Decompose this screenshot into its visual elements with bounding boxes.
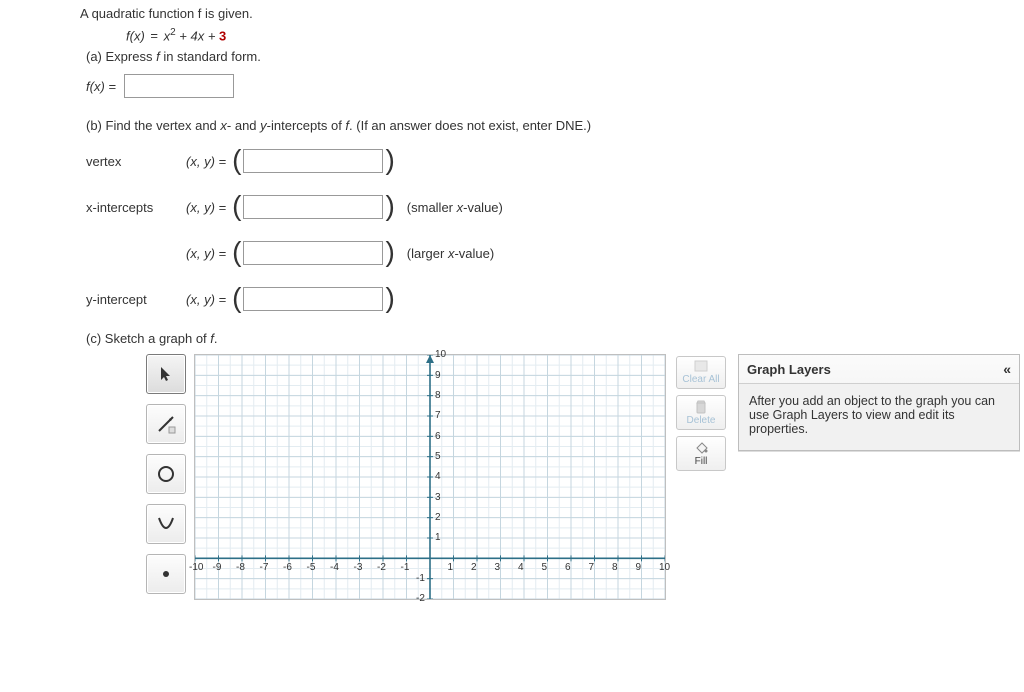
row-label: x-intercepts	[86, 200, 186, 215]
x-tick-label: 6	[565, 562, 571, 573]
row-label: vertex	[86, 154, 186, 169]
hint-text: (larger x-value)	[407, 246, 494, 261]
parabola-icon	[156, 514, 176, 534]
point-tool[interactable]	[146, 554, 186, 594]
x-tick-label: -6	[283, 562, 292, 573]
x-tick-label: 8	[612, 562, 618, 573]
layers-body: After you add an object to the graph you…	[739, 384, 1019, 450]
x-tick-label: -5	[307, 562, 316, 573]
graph-layers-panel: Graph Layers « After you add an object t…	[738, 354, 1020, 451]
y-tick-label: 5	[435, 451, 441, 462]
y-tick-label: 10	[435, 349, 446, 360]
standard-form-input[interactable]	[124, 74, 234, 98]
x-tick-label: -10	[189, 562, 203, 573]
hint-text: (smaller x-value)	[407, 200, 503, 215]
graph-canvas[interactable]: -10-9-8-7-6-5-4-3-2-11234567891012345678…	[194, 354, 666, 600]
y-tick-label: 8	[435, 390, 441, 401]
y-tick-label: 6	[435, 431, 441, 442]
pointer-tool[interactable]	[146, 354, 186, 394]
part-b-prompt: (b) Find the vertex and x- and y-interce…	[86, 118, 1024, 133]
y-tick-label: -2	[416, 593, 425, 604]
clear-all-button[interactable]: Clear All	[676, 356, 726, 389]
x-tick-label: 7	[589, 562, 595, 573]
fill-icon	[677, 439, 725, 455]
parabola-tool[interactable]	[146, 504, 186, 544]
x-tick-label: 4	[518, 562, 524, 573]
row-label: y-intercept	[86, 292, 186, 307]
xy-label: (x, y) =	[186, 246, 226, 261]
trash-icon	[677, 398, 725, 414]
y-tick-label: 3	[435, 492, 441, 503]
clear-icon	[677, 359, 725, 373]
layers-title: Graph Layers	[747, 362, 831, 377]
x-tick-label: -2	[377, 562, 386, 573]
x-tick-label: -8	[236, 562, 245, 573]
part-a-prompt: (a) Express f in standard form.	[86, 49, 1024, 64]
x-tick-label: -9	[213, 562, 222, 573]
x-tick-label: 5	[542, 562, 548, 573]
x-tick-label: 2	[471, 562, 477, 573]
x-tick-label: 10	[659, 562, 670, 573]
coord-input-0[interactable]	[243, 149, 383, 173]
fx-label: f(x) =	[86, 79, 116, 94]
x-tick-label: -4	[330, 562, 339, 573]
intro-text: A quadratic function f is given.	[80, 6, 1024, 21]
x-tick-label: -1	[401, 562, 410, 573]
fill-button[interactable]: Fill	[676, 436, 726, 471]
x-tick-label: -7	[260, 562, 269, 573]
coord-input-2[interactable]	[243, 241, 383, 265]
y-tick-label: 2	[435, 512, 441, 523]
pointer-icon	[157, 365, 175, 383]
part-c-prompt: (c) Sketch a graph of f.	[86, 331, 1024, 346]
x-tick-label: 9	[636, 562, 642, 573]
line-segment-tool[interactable]	[146, 404, 186, 444]
y-tick-label: 9	[435, 370, 441, 381]
xy-label: (x, y) =	[186, 200, 226, 215]
xy-label: (x, y) =	[186, 292, 226, 307]
collapse-icon[interactable]: «	[1003, 361, 1011, 377]
y-tick-label: 7	[435, 410, 441, 421]
point-icon	[156, 564, 176, 584]
circle-tool[interactable]	[146, 454, 186, 494]
delete-button[interactable]: Delete	[676, 395, 726, 430]
given-formula: f(x) = x2 + 4x + 3	[126, 27, 1024, 43]
line-segment-icon	[156, 414, 176, 434]
y-tick-label: 4	[435, 471, 441, 482]
circle-icon	[156, 464, 176, 484]
x-tick-label: -3	[354, 562, 363, 573]
coord-input-3[interactable]	[243, 287, 383, 311]
coord-input-1[interactable]	[243, 195, 383, 219]
xy-label: (x, y) =	[186, 154, 226, 169]
x-tick-label: 3	[495, 562, 501, 573]
y-tick-label: 1	[435, 532, 441, 543]
y-tick-label: -1	[416, 573, 425, 584]
x-tick-label: 1	[448, 562, 454, 573]
